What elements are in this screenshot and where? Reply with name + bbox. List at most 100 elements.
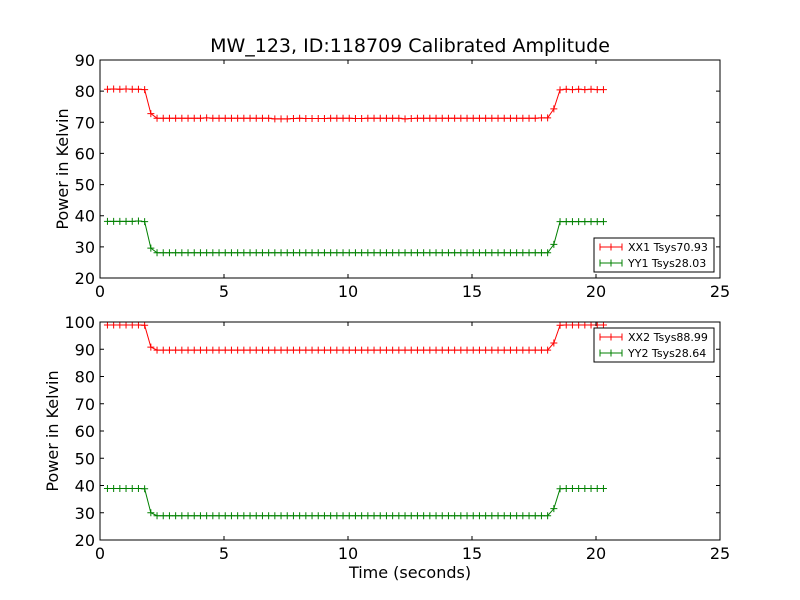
data-point bbox=[271, 346, 279, 354]
data-point bbox=[376, 249, 384, 257]
data-point bbox=[302, 512, 310, 520]
data-point bbox=[364, 114, 372, 122]
data-point bbox=[513, 249, 521, 257]
data-point bbox=[333, 512, 341, 520]
data-point bbox=[196, 114, 204, 122]
legend-entry: XX2 Tsys88.99 bbox=[599, 331, 708, 344]
data-point bbox=[395, 114, 403, 122]
data-point bbox=[196, 249, 204, 257]
data-point bbox=[153, 512, 161, 520]
data-point bbox=[320, 249, 328, 257]
data-point bbox=[320, 346, 328, 354]
data-point bbox=[488, 114, 496, 122]
data-point bbox=[333, 114, 341, 122]
data-point bbox=[190, 512, 198, 520]
data-point bbox=[203, 114, 211, 122]
plot-frame bbox=[99, 59, 721, 279]
x-tick-label: 15 bbox=[462, 544, 482, 563]
legend-marker bbox=[599, 259, 623, 267]
data-point bbox=[246, 114, 254, 122]
legend-entry: YY2 Tsys28.64 bbox=[599, 347, 706, 360]
data-point bbox=[475, 249, 483, 257]
data-point bbox=[110, 321, 118, 329]
data-point bbox=[320, 115, 328, 123]
x-tick-label: 5 bbox=[219, 282, 229, 301]
data-point bbox=[345, 114, 353, 122]
data-point bbox=[271, 115, 279, 123]
legend: XX1 Tsys70.93 YY1 Tsys28.03 bbox=[593, 237, 715, 273]
data-point bbox=[407, 249, 415, 257]
data-point bbox=[209, 114, 217, 122]
data-point bbox=[550, 339, 558, 347]
data-point bbox=[556, 218, 564, 226]
data-point bbox=[531, 512, 539, 520]
data-point bbox=[103, 484, 111, 492]
data-point bbox=[438, 249, 446, 257]
data-point bbox=[147, 509, 155, 517]
data-point bbox=[116, 321, 124, 329]
data-point bbox=[389, 346, 397, 354]
data-point bbox=[587, 484, 595, 492]
data-point bbox=[277, 512, 285, 520]
data-point bbox=[382, 114, 390, 122]
data-point bbox=[500, 249, 508, 257]
data-point bbox=[420, 512, 428, 520]
data-point bbox=[110, 217, 118, 225]
y-tick-label: 70 bbox=[75, 395, 95, 414]
data-point bbox=[395, 346, 403, 354]
data-point bbox=[599, 218, 607, 226]
data-point bbox=[482, 346, 490, 354]
data-point bbox=[469, 114, 477, 122]
data-point bbox=[556, 321, 564, 329]
legend-marker bbox=[610, 259, 612, 267]
data-point bbox=[451, 346, 459, 354]
data-point bbox=[246, 249, 254, 257]
data-point bbox=[103, 321, 111, 329]
data-point bbox=[581, 484, 589, 492]
data-point bbox=[134, 85, 142, 93]
data-point bbox=[172, 512, 180, 520]
x-tick-label: 25 bbox=[710, 282, 730, 301]
data-point bbox=[513, 346, 521, 354]
data-point bbox=[426, 114, 434, 122]
data-point bbox=[203, 512, 211, 520]
data-point bbox=[296, 249, 304, 257]
data-point bbox=[289, 346, 297, 354]
legend-box bbox=[593, 237, 715, 273]
y-tick-label: 80 bbox=[75, 368, 95, 387]
data-point bbox=[296, 346, 304, 354]
legend-marker bbox=[610, 333, 612, 341]
data-point bbox=[240, 114, 248, 122]
data-point bbox=[475, 346, 483, 354]
data-point bbox=[426, 346, 434, 354]
data-point bbox=[562, 484, 570, 492]
legend-marker bbox=[599, 349, 623, 357]
legend-marker bbox=[599, 243, 623, 251]
data-point bbox=[364, 249, 372, 257]
data-point bbox=[351, 512, 359, 520]
data-point bbox=[172, 346, 180, 354]
data-point bbox=[159, 346, 167, 354]
data-point bbox=[190, 114, 198, 122]
x-tick-label: 20 bbox=[586, 544, 606, 563]
data-point bbox=[482, 114, 490, 122]
data-point bbox=[587, 218, 595, 226]
data-point bbox=[438, 114, 446, 122]
data-point bbox=[339, 512, 347, 520]
data-point bbox=[258, 249, 266, 257]
data-point bbox=[444, 114, 452, 122]
data-point bbox=[345, 346, 353, 354]
data-point bbox=[475, 512, 483, 520]
data-point bbox=[370, 249, 378, 257]
data-point bbox=[531, 346, 539, 354]
y-tick-label: 90 bbox=[75, 51, 95, 70]
data-point bbox=[252, 512, 260, 520]
data-point bbox=[289, 249, 297, 257]
data-point bbox=[302, 115, 310, 123]
data-point bbox=[110, 484, 118, 492]
data-point bbox=[265, 346, 273, 354]
data-point bbox=[407, 346, 415, 354]
data-point bbox=[252, 114, 260, 122]
data-point bbox=[426, 512, 434, 520]
data-point bbox=[407, 115, 415, 123]
